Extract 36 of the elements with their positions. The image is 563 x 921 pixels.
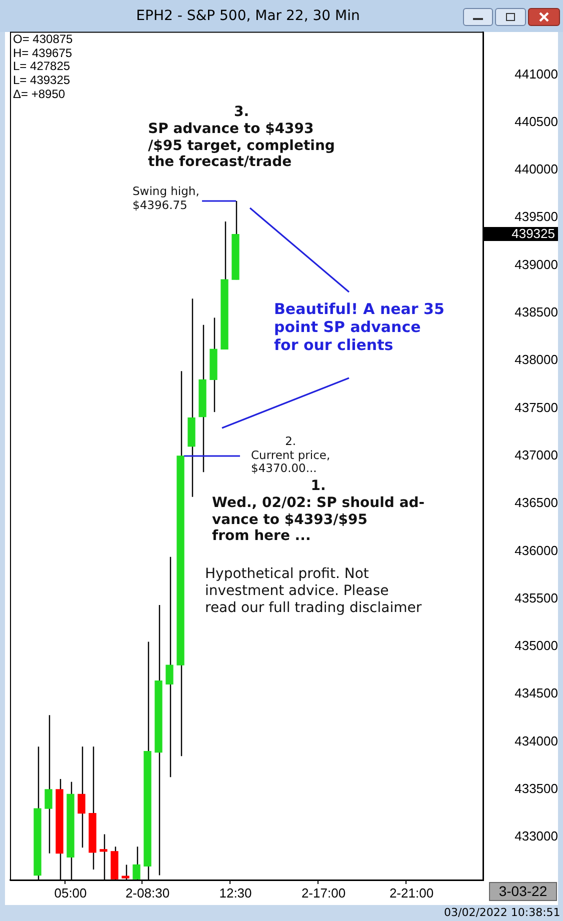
y-tick-label: 436000 xyxy=(514,542,558,558)
y-tick-label: 437500 xyxy=(514,400,558,415)
text: 03/02/2022 10:38:51 xyxy=(444,906,560,920)
y-tick-label: 435500 xyxy=(514,590,558,606)
annotation: 3. SP advance to $4393 /$95 target, completing the forecast/trade xyxy=(148,104,335,172)
y-tick-label: 434500 xyxy=(514,686,558,701)
annotation: O= 430875 H= 439675 L= 427825 L= 439325 Δ= +8950 xyxy=(13,32,73,102)
y-tick-label: 438000 xyxy=(514,352,558,368)
y-tick-label: 434000 xyxy=(514,733,558,748)
candlestick xyxy=(78,746,86,848)
y-tick-label: 433000 xyxy=(514,828,558,844)
candlestick xyxy=(44,714,52,854)
text: 439325 xyxy=(484,226,555,242)
annotation: Swing high, $4396.75 xyxy=(132,184,200,213)
annotation: 1. Wed., 02/02: SP should ad- vance to $4393/$95 from here ... xyxy=(212,478,425,546)
y-tick-label: 436500 xyxy=(514,495,558,510)
y-tick-label: 437000 xyxy=(514,447,558,462)
y-tick-label: 438500 xyxy=(514,304,558,320)
y-tick-label: 439000 xyxy=(514,256,558,272)
y-tick-label: 441000 xyxy=(514,66,558,82)
annotation: Hypothetical profit. Not investment advice. Please read our full trading disclaimer xyxy=(205,566,422,616)
y-tick-label: 440000 xyxy=(514,162,558,177)
x-tick-label: 2-08:30 xyxy=(125,885,170,900)
y-tick-label: 435000 xyxy=(514,638,558,654)
y-tick-label: 433500 xyxy=(514,781,558,796)
x-tick-label: 2-21:00 xyxy=(389,885,434,900)
y-tick-label: 439500 xyxy=(514,209,558,224)
y-tick-label: 440500 xyxy=(514,114,558,129)
ref-line-label: 2. Current price, $4370.00... xyxy=(251,434,330,476)
x-tick-label: 05:00 xyxy=(54,885,87,900)
chart-title: EPH2 - S&P 500, Mar 22, 30 Min xyxy=(135,8,361,24)
annotation: Beautiful! A near 35 point SP advance for our clients xyxy=(274,300,444,354)
x-tick-label: 12:30 xyxy=(219,885,252,900)
candlestick xyxy=(166,556,174,778)
x-tick-label: 2-17:00 xyxy=(301,885,346,900)
text: 3-03-22 xyxy=(490,883,556,900)
